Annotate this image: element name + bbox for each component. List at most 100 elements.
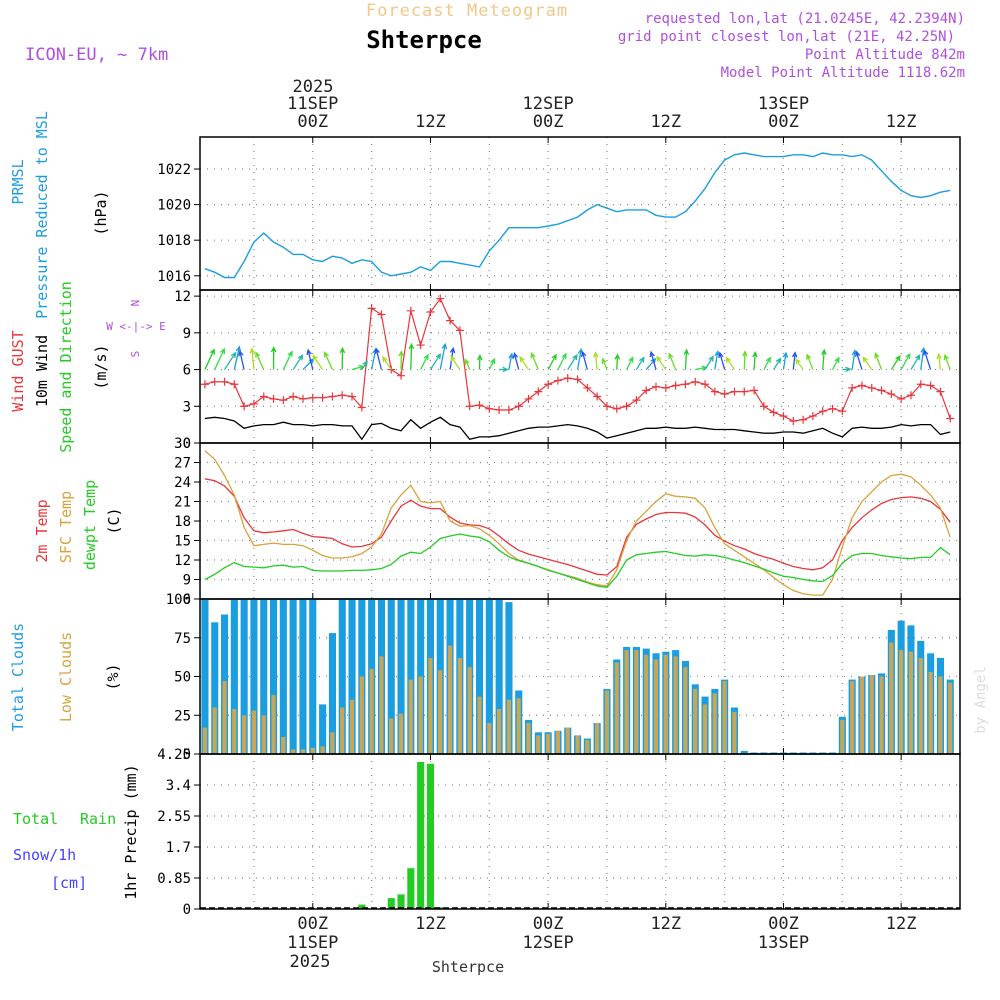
gust-marker — [799, 415, 808, 424]
wind-direction-arrow — [862, 356, 873, 370]
temp-ytick-label: 12 — [174, 553, 191, 569]
temp-ytick-label: 6 — [183, 592, 191, 608]
closest-coords: grid point closest lon,lat (21E, 42.25N) — [618, 29, 955, 45]
low-cloud-bar — [291, 749, 296, 754]
gust-marker — [406, 306, 415, 315]
gust-marker — [936, 387, 945, 396]
wind-direction-arrow — [782, 351, 789, 370]
total-cloud-bar — [338, 599, 346, 754]
gust-marker — [387, 365, 396, 374]
precip-ytick-label: 3.4 — [166, 778, 191, 794]
low-cloud-bar — [506, 699, 511, 755]
gust-marker — [632, 396, 641, 405]
gust-marker — [348, 392, 356, 401]
low-cloud-bar — [634, 650, 639, 754]
low-clouds-label: Low Clouds — [57, 632, 75, 722]
rain-bar — [358, 904, 366, 909]
gust-marker — [720, 390, 729, 399]
low-cloud-bar — [585, 740, 590, 754]
temp-ytick-label: 9 — [183, 573, 191, 589]
gust-marker — [779, 412, 788, 421]
gust-marker — [338, 391, 347, 400]
low-cloud-bar — [320, 746, 325, 755]
wind-direction-arrow — [923, 349, 932, 370]
pressure-frame — [199, 136, 961, 291]
wind-direction-arrow — [238, 350, 245, 370]
gust-marker — [828, 404, 837, 413]
gust-marker — [681, 380, 690, 389]
panel-temp: 6 9 12 15 18 21 24 27 30 — [174, 436, 961, 608]
gust-marker — [475, 401, 484, 410]
wind-direction-arrow — [339, 346, 346, 370]
total-rain-total: Total — [13, 810, 58, 828]
low-cloud-bar — [614, 662, 619, 754]
wind-direction-arrow — [649, 350, 657, 370]
precip-ytick-label: 0 — [183, 902, 191, 918]
gust-label: Wind GUST — [9, 330, 27, 411]
wind-direction-arrow — [601, 357, 608, 370]
precip-ytick-label: 2.55 — [157, 809, 191, 825]
temp-ytick-label: 27 — [174, 456, 191, 472]
gust-marker — [249, 399, 258, 408]
temp-ytick-label: 21 — [174, 495, 191, 511]
gust-marker — [455, 326, 464, 335]
wind-direction-arrow — [725, 356, 735, 370]
panel-labels: PRMSL Pressure Reduced to MSL (hPa) Wind… — [9, 111, 166, 900]
bottom-year-label: 2025 — [290, 952, 331, 972]
gust-marker — [220, 377, 229, 386]
low-cloud-bar — [251, 710, 256, 754]
low-cloud-bar — [908, 651, 913, 754]
gust-marker — [710, 387, 719, 396]
precip-unit: 1hr Precip (mm) — [122, 764, 140, 899]
panels: 1016101810201022036912691215182124273002… — [157, 136, 961, 918]
low-cloud-bar — [624, 650, 629, 754]
top-year-label: 2025 — [293, 77, 334, 97]
low-cloud-bar — [281, 737, 286, 754]
total-cloud-bar — [201, 599, 209, 754]
low-cloud-bar — [428, 657, 433, 754]
wind-direction-arrow — [477, 354, 483, 370]
total-cloud-bar — [407, 599, 415, 754]
bottom-hour-label: 00Z — [768, 914, 799, 934]
wind-direction-arrow — [306, 348, 314, 370]
wind-direction-arrow — [282, 350, 293, 370]
low-cloud-bar — [349, 699, 355, 755]
wind-direction-arrow — [821, 348, 827, 370]
wind-direction-arrow — [508, 352, 514, 370]
gust-marker — [240, 402, 249, 411]
t2m-line — [204, 478, 951, 576]
gust-marker — [877, 386, 886, 395]
bottom-date-label: 13SEP — [758, 933, 809, 953]
gust-marker — [289, 392, 298, 401]
sfc-temp-label: SFC Temp — [57, 491, 75, 563]
gust-marker — [926, 381, 935, 390]
gust-marker — [328, 392, 337, 401]
gust-marker — [740, 387, 749, 396]
gust-marker — [789, 416, 798, 425]
wind-direction-arrow — [519, 355, 530, 370]
top-date-label: 11SEP — [287, 94, 338, 114]
wind-direction-arrow — [420, 353, 429, 370]
gust-marker — [279, 396, 288, 405]
bottom-hour-label: 12Z — [650, 914, 681, 934]
dewpt-label: dewpt Temp — [81, 480, 99, 570]
wind-direction-arrow — [656, 355, 667, 370]
total-cloud-bar — [230, 599, 238, 754]
pressure-unit: (hPa) — [92, 190, 110, 235]
wind-direction-arrow — [773, 357, 782, 370]
low-cloud-bar — [918, 657, 923, 754]
temp-ytick-label: 18 — [174, 514, 191, 530]
wind-direction-arrow — [567, 353, 578, 370]
gust-marker — [857, 381, 866, 390]
wind-direction-arrow — [382, 355, 392, 370]
gust-marker — [318, 393, 327, 402]
wind-direction-arrow — [714, 350, 720, 370]
bottom-hour-label: 00Z — [533, 914, 564, 934]
total-cloud-bar — [240, 599, 248, 754]
wind-direction-arrow — [249, 347, 256, 370]
low-cloud-bar — [497, 709, 502, 754]
gust-marker — [416, 341, 425, 350]
low-cloud-bar — [340, 707, 345, 754]
low-cloud-bar — [693, 688, 698, 754]
gust-marker — [269, 394, 278, 403]
